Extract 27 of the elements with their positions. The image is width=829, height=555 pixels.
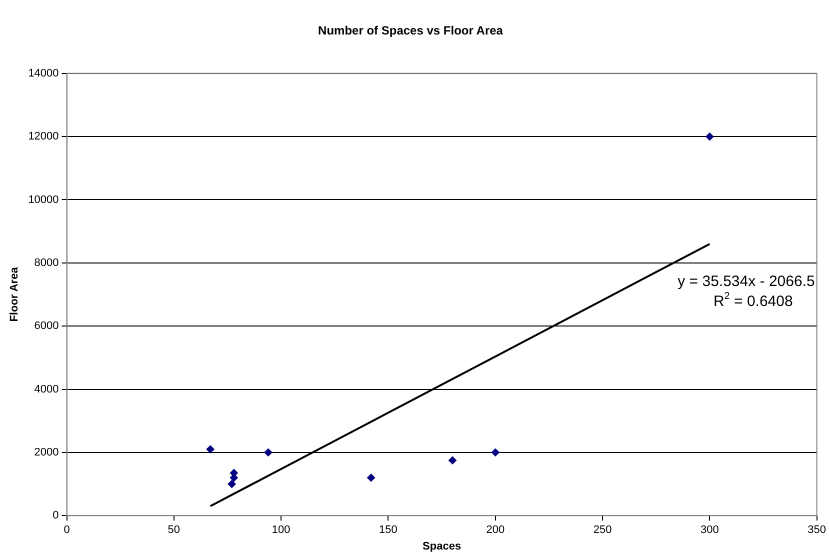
x-tick-label: 150	[379, 524, 398, 536]
y-tick-label: 4000	[34, 383, 59, 396]
point	[367, 474, 376, 482]
x-tick-label: 0	[64, 524, 70, 536]
point	[206, 445, 214, 454]
point	[448, 456, 457, 464]
x-tick-label: 350	[808, 524, 826, 536]
x-tick-label: 100	[272, 524, 290, 536]
y-tick-label: 0	[52, 510, 59, 522]
y-tick-label: 8000	[34, 256, 59, 269]
x-tick-label: 300	[700, 524, 719, 536]
x-tick-label: 50	[168, 524, 180, 536]
x-axis-title: Spaces	[422, 540, 462, 552]
point	[264, 448, 272, 456]
y-tick-label: 2000	[34, 446, 59, 458]
y-tick-label: 6000	[34, 320, 59, 332]
chart-title: Number of Spaces vs Floor Area	[318, 24, 504, 38]
point	[706, 132, 714, 141]
x-tick-label: 250	[593, 524, 612, 536]
y-tick-label: 12000	[28, 130, 59, 143]
y-axis-title: Floor Area	[8, 266, 21, 322]
x-tick-label: 200	[486, 524, 505, 536]
y-tick-label: 10000	[28, 194, 59, 206]
point	[491, 448, 500, 456]
y-tick-label: 14000	[28, 67, 59, 80]
annotation: y = 35.534x - 2066.5	[678, 272, 815, 290]
point	[228, 480, 236, 488]
